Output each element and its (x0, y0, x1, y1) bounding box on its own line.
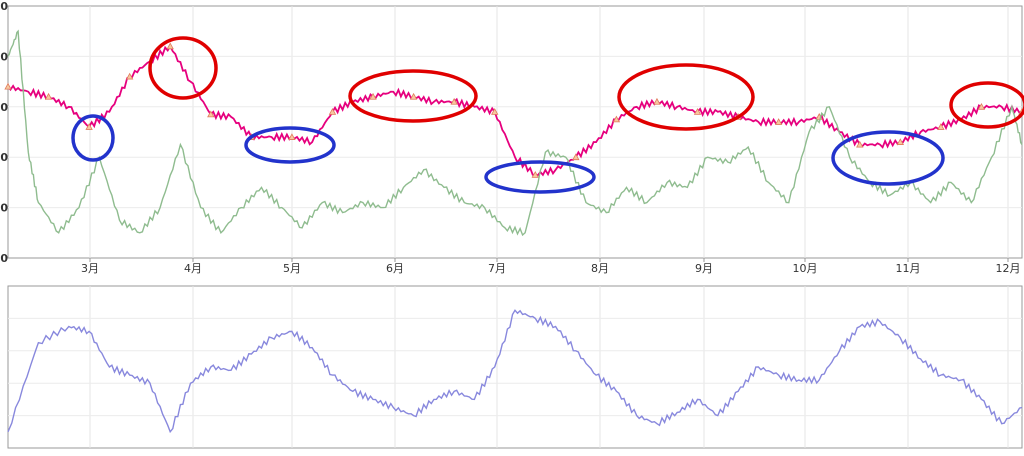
y-tick-label: 00 (0, 252, 8, 265)
red-highlight-ellipse (148, 36, 218, 100)
red-highlight-ellipse (617, 63, 755, 131)
series-point-marker (977, 102, 986, 110)
series-point-marker (207, 110, 215, 118)
x-tick-label: 4月 (184, 262, 202, 275)
series-group-bottom (7, 309, 1023, 434)
x-tick-label: 12月 (996, 262, 1021, 275)
series-point-marker (774, 118, 783, 125)
series-line-2-1 (7, 309, 1023, 434)
series-point-marker (44, 92, 53, 100)
series-point-marker (531, 171, 539, 178)
x-tick-labels-top: 3月 4月 5月 6月 7月 8月 9月 10月 11月 12月 (81, 258, 1021, 275)
y-tick-label: 00 (0, 50, 8, 63)
y-tick-label: 00 (0, 202, 8, 215)
series-point-marker (126, 72, 134, 80)
plot-area-top (7, 5, 1023, 259)
chart-panel-bottom (7, 285, 1023, 449)
series-point-marker (937, 123, 945, 130)
series-point-marker (85, 123, 93, 130)
series-point-marker (572, 153, 580, 161)
series-point-marker (166, 42, 174, 50)
x-tick-label: 8月 (591, 262, 609, 275)
x-tick-label: 3月 (81, 262, 99, 275)
series-point-marker (653, 97, 661, 105)
series-point-marker (896, 138, 904, 145)
x-tick-label: 5月 (283, 262, 301, 275)
series-point-marker (4, 82, 12, 90)
x-tick-label: 11月 (896, 262, 921, 275)
y-tick-label: 00 (0, 101, 8, 114)
series-point-marker (288, 133, 296, 140)
x-tick-label: 9月 (695, 262, 713, 275)
blue-highlight-ellipse (484, 160, 596, 194)
blue-highlight-ellipse (71, 114, 115, 162)
series-point-marker (856, 140, 864, 148)
plot-area-bottom (7, 285, 1023, 449)
series-point-marker (693, 108, 702, 115)
y-tick-labels-top: 00 00 00 00 00 00 (0, 0, 8, 265)
chart-panel-top: 00 00 00 00 00 00 3月 4月 5月 6月 7月 8月 9月 10月 11月 12月 (0, 0, 1024, 275)
red-highlight-ellipse (348, 69, 478, 123)
y-tick-label: 00 (0, 151, 8, 164)
x-tick-label: 10月 (793, 262, 818, 275)
series-point-marker (612, 115, 621, 123)
series-point-marker (450, 97, 458, 105)
series-point-marker (369, 92, 377, 100)
annotation-group (71, 36, 1024, 194)
blue-highlight-ellipse (831, 130, 945, 186)
series-point-marker (491, 108, 499, 115)
blue-highlight-ellipse (244, 126, 336, 164)
series-point-marker (328, 108, 337, 115)
y-tick-label: 00 (0, 0, 8, 13)
x-tick-label: 7月 (488, 262, 506, 275)
red-highlight-ellipse (949, 81, 1024, 129)
grid-bottom (8, 286, 1022, 448)
series-point-marker (409, 92, 418, 100)
series-line-1-2 (7, 29, 1023, 237)
x-tick-label: 6月 (386, 262, 404, 275)
